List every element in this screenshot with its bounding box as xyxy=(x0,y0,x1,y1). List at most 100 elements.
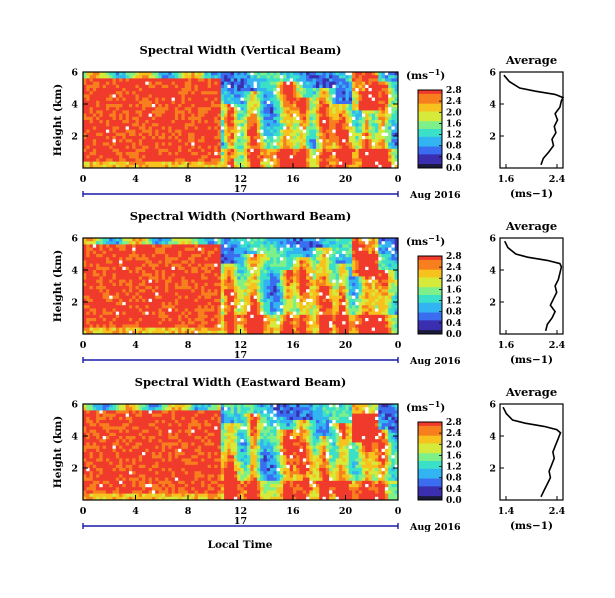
heatmap-cell xyxy=(142,273,146,277)
heatmap-cell xyxy=(283,273,287,277)
heatmap-cell xyxy=(237,123,241,127)
heatmap-cell xyxy=(283,279,287,284)
heatmap-cell xyxy=(243,110,248,114)
heatmap-cell xyxy=(243,161,248,166)
heatmap-cell xyxy=(204,305,209,309)
heatmap-cell xyxy=(145,250,150,255)
heatmap-cell xyxy=(165,155,169,159)
heatmap-cell xyxy=(289,88,294,92)
heatmap-cell xyxy=(86,273,90,277)
heatmap-cell xyxy=(293,107,297,111)
heatmap-cell xyxy=(293,164,297,169)
heatmap-cell xyxy=(158,330,163,335)
heatmap-cell xyxy=(391,91,396,95)
heatmap-cell xyxy=(142,132,146,137)
heatmap-cell xyxy=(230,298,235,303)
heatmap-cell xyxy=(197,257,202,261)
heatmap-cell xyxy=(365,139,369,143)
heatmap-cell xyxy=(240,123,245,127)
heatmap-cell xyxy=(375,123,379,127)
heatmap-cell xyxy=(109,250,113,255)
heatmap-cell xyxy=(260,263,264,268)
heatmap-cell xyxy=(155,75,159,79)
heatmap-cell xyxy=(145,120,150,124)
heatmap-cell xyxy=(191,142,195,146)
heatmap-cell xyxy=(293,276,297,280)
heatmap-cell xyxy=(260,116,264,121)
heatmap-cell xyxy=(319,139,323,143)
heatmap-cell xyxy=(227,161,232,166)
heatmap-cell xyxy=(168,123,172,127)
heatmap-cell xyxy=(207,273,212,277)
heatmap-cell xyxy=(253,295,258,300)
heatmap-cell xyxy=(273,286,277,290)
heatmap-cell xyxy=(319,155,323,159)
heatmap-cell xyxy=(309,97,314,102)
heatmap-cell xyxy=(276,94,281,98)
heatmap-cell xyxy=(247,132,251,137)
heatmap-cell xyxy=(338,136,343,140)
heatmap-cell xyxy=(168,257,172,261)
heatmap-cell xyxy=(296,81,300,86)
heatmap-cell xyxy=(260,88,264,92)
heatmap-cell xyxy=(306,123,310,127)
heatmap-cell xyxy=(188,161,192,166)
heatmap-cell xyxy=(276,84,281,89)
heatmap-cell xyxy=(299,318,304,322)
heatmap-cell xyxy=(283,132,287,137)
heatmap-cell xyxy=(286,88,291,92)
heatmap-cell xyxy=(217,279,222,284)
heatmap-cell xyxy=(266,139,271,143)
heatmap-cell xyxy=(352,148,356,153)
heatmap-cell xyxy=(132,302,136,306)
colorbar-swatch xyxy=(418,162,442,165)
heatmap-cell xyxy=(86,244,90,248)
heatmap-cell xyxy=(253,276,258,280)
heatmap-cell xyxy=(237,116,241,121)
heatmap-cell xyxy=(105,123,110,127)
heatmap-cell xyxy=(201,330,205,335)
heatmap-cell xyxy=(102,94,107,98)
heatmap-cell xyxy=(224,302,228,306)
heatmap-cell xyxy=(89,152,94,156)
heatmap-cell xyxy=(309,132,314,137)
heatmap-cell xyxy=(188,152,192,156)
heatmap-cell xyxy=(260,113,264,118)
heatmap-cell xyxy=(125,330,130,335)
heatmap-cell xyxy=(201,72,205,76)
heatmap-cell xyxy=(348,139,353,143)
heatmap-cell xyxy=(142,270,146,274)
heatmap-cell xyxy=(151,254,156,258)
heatmap-cell xyxy=(224,91,228,95)
heatmap-cell xyxy=(250,295,255,300)
heatmap-cell xyxy=(253,244,258,248)
heatmap-cell xyxy=(158,91,163,95)
heatmap-cell xyxy=(83,120,87,124)
heatmap-cell xyxy=(348,84,353,89)
heatmap-cell xyxy=(83,289,87,293)
heatmap-cell xyxy=(92,81,97,86)
heatmap-cell xyxy=(279,132,284,137)
heatmap-cell xyxy=(119,305,123,309)
heatmap-cell xyxy=(256,155,261,159)
heatmap-cell xyxy=(220,321,225,325)
heatmap-cell xyxy=(171,263,176,268)
heatmap-cell xyxy=(371,145,376,150)
heatmap-cell xyxy=(256,142,261,146)
heatmap-cell xyxy=(197,330,202,335)
heatmap-cell xyxy=(201,132,205,137)
heatmap-cell xyxy=(210,155,215,159)
heatmap-cell xyxy=(181,97,186,102)
heatmap-cell xyxy=(266,266,271,271)
heatmap-cell xyxy=(119,155,123,159)
heatmap-cell xyxy=(233,266,238,271)
heatmap-cell xyxy=(260,238,264,242)
heatmap-cell xyxy=(381,116,386,121)
heatmap-cell xyxy=(227,116,232,121)
heatmap-cell xyxy=(158,324,163,328)
heatmap-cell xyxy=(92,244,97,248)
heatmap-cell xyxy=(191,110,195,114)
heatmap-cell xyxy=(279,75,284,79)
heatmap-cell xyxy=(296,330,300,335)
heatmap-cell xyxy=(96,148,100,153)
